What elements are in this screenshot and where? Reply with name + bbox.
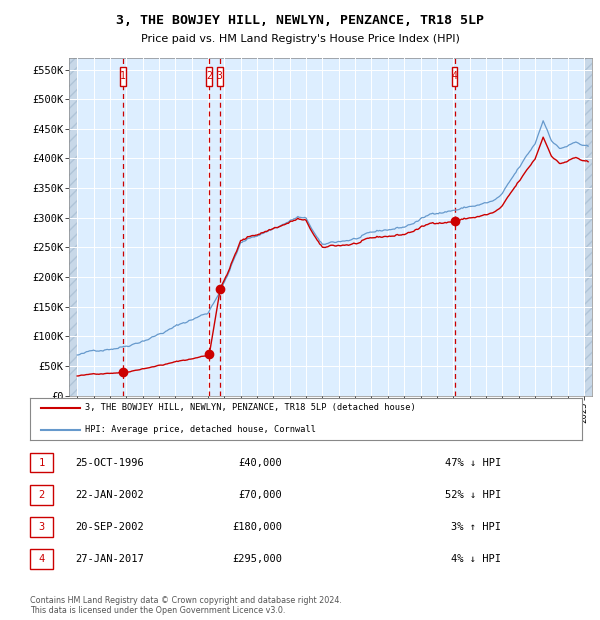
Text: 1: 1	[121, 71, 126, 81]
Text: 47% ↓ HPI: 47% ↓ HPI	[445, 458, 501, 467]
Text: Price paid vs. HM Land Registry's House Price Index (HPI): Price paid vs. HM Land Registry's House …	[140, 34, 460, 44]
Text: Contains HM Land Registry data © Crown copyright and database right 2024.
This d: Contains HM Land Registry data © Crown c…	[30, 596, 342, 615]
Text: 3, THE BOWJEY HILL, NEWLYN, PENZANCE, TR18 5LP (detached house): 3, THE BOWJEY HILL, NEWLYN, PENZANCE, TR…	[85, 403, 416, 412]
Text: 3% ↑ HPI: 3% ↑ HPI	[451, 522, 501, 532]
Bar	[584, 58, 592, 396]
Text: 4: 4	[38, 554, 44, 564]
Text: 3: 3	[217, 71, 223, 81]
Text: £70,000: £70,000	[238, 490, 282, 500]
Text: 2: 2	[206, 71, 212, 81]
Text: 20-SEP-2002: 20-SEP-2002	[75, 522, 144, 532]
Text: 2: 2	[38, 490, 44, 500]
Text: £295,000: £295,000	[232, 554, 282, 564]
FancyBboxPatch shape	[217, 66, 223, 86]
Text: 3, THE BOWJEY HILL, NEWLYN, PENZANCE, TR18 5LP: 3, THE BOWJEY HILL, NEWLYN, PENZANCE, TR…	[116, 14, 484, 27]
FancyBboxPatch shape	[452, 66, 457, 86]
Text: 22-JAN-2002: 22-JAN-2002	[75, 490, 144, 500]
FancyBboxPatch shape	[206, 66, 212, 86]
Text: £40,000: £40,000	[238, 458, 282, 467]
Text: 27-JAN-2017: 27-JAN-2017	[75, 554, 144, 564]
FancyBboxPatch shape	[121, 66, 126, 86]
Text: £180,000: £180,000	[232, 522, 282, 532]
Bar	[69, 58, 77, 396]
Text: 4% ↓ HPI: 4% ↓ HPI	[451, 554, 501, 564]
Text: 4: 4	[452, 71, 457, 81]
Text: 25-OCT-1996: 25-OCT-1996	[75, 458, 144, 467]
Text: 1: 1	[38, 458, 44, 467]
Text: 3: 3	[38, 522, 44, 532]
Text: 52% ↓ HPI: 52% ↓ HPI	[445, 490, 501, 500]
Text: HPI: Average price, detached house, Cornwall: HPI: Average price, detached house, Corn…	[85, 425, 316, 434]
